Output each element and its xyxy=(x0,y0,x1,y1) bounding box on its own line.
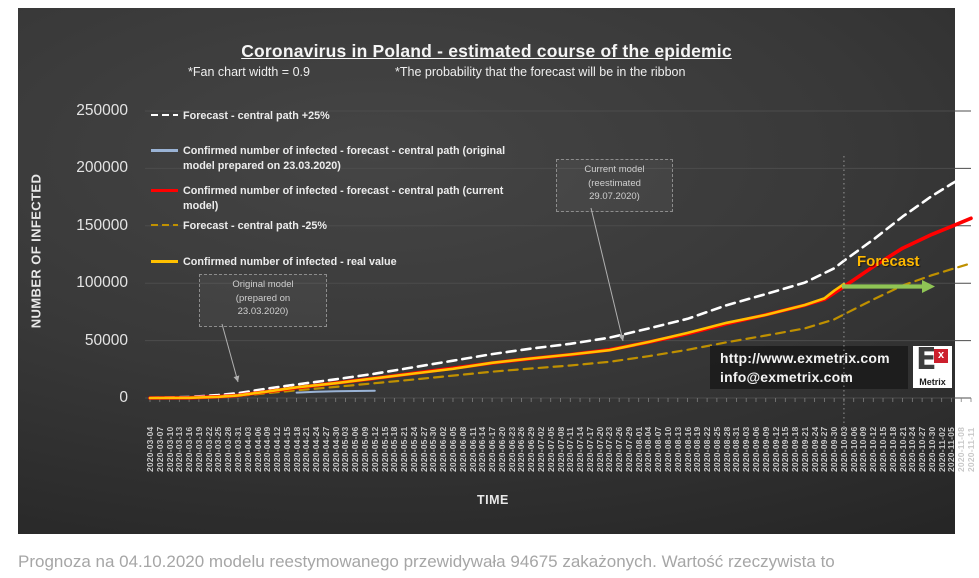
subtitle-probability-note: *The probability that the forecast will … xyxy=(395,65,686,79)
legend-label: Forecast - central path -25% xyxy=(183,220,328,232)
legend-label: Confirmed number of infected - forecast … xyxy=(183,185,504,212)
legend-item-1: Confirmed number of infected - forecast … xyxy=(151,144,568,173)
legend-key-2 xyxy=(151,188,178,192)
legend-key-3 xyxy=(151,223,178,227)
annotation-current-model: Current model (reestimated 29.07.2020) xyxy=(556,159,673,212)
watermark-url: http://www.exmetrix.com xyxy=(720,350,890,366)
series-line-original-model xyxy=(295,389,376,394)
x-axis-title: TIME xyxy=(477,493,509,507)
y-tick-label-0: 0 xyxy=(119,389,128,406)
legend-item-0: Forecast - central path +25% xyxy=(151,109,568,124)
chart-title: Coronavirus in Poland - estimated course… xyxy=(241,41,732,61)
watermark-box: http://www.exmetrix.com info@exmetrix.co… xyxy=(710,346,908,389)
legend-label: Forecast - central path +25% xyxy=(183,110,330,122)
legend-key-4 xyxy=(151,259,178,263)
annotation-arrow-current-model xyxy=(590,207,625,342)
annotation-arrow-original-model xyxy=(221,323,240,383)
legend-item-4: Confirmed number of infected - real valu… xyxy=(151,255,568,270)
watermark-email: info@exmetrix.com xyxy=(720,368,853,385)
exmetrix-logo: E x Metrix xyxy=(913,342,952,388)
forecast-label: Forecast xyxy=(857,253,920,270)
legend-label: Confirmed number of infected - forecast … xyxy=(183,145,506,172)
y-tick-label-50000: 50000 xyxy=(84,331,128,349)
subtitle-fan-chart-width: *Fan chart width = 0.9 xyxy=(188,65,310,79)
logo-metrix-text: Metrix xyxy=(919,377,946,387)
y-tick-label-200000: 200000 xyxy=(76,159,128,177)
legend-label: Confirmed number of infected - real valu… xyxy=(183,256,397,268)
bottom-caption: Prognoza na 04.10.2020 modelu reestymowa… xyxy=(18,552,835,571)
y-tick-label-150000: 150000 xyxy=(76,216,128,234)
legend-item-2: Confirmed number of infected - forecast … xyxy=(151,184,568,213)
forecast-arrow-head xyxy=(922,280,935,293)
y-tick-label-100000: 100000 xyxy=(76,274,128,292)
legend-item-3: Forecast - central path -25% xyxy=(151,219,568,234)
legend-key-1 xyxy=(151,148,178,152)
annotation-original-model: Original model (prepared on 23.03.2020) xyxy=(199,274,327,327)
chart-panel: Coronavirus in Poland - estimated course… xyxy=(18,8,976,534)
y-tick-label-250000: 250000 xyxy=(76,102,128,119)
logo-x-badge: x xyxy=(934,349,948,363)
legend-key-0 xyxy=(151,113,178,117)
y-axis-title: NUMBER OF INFECTED xyxy=(28,173,44,329)
x-tick-label-2020-11-11: 2020-11-11 xyxy=(966,427,976,472)
